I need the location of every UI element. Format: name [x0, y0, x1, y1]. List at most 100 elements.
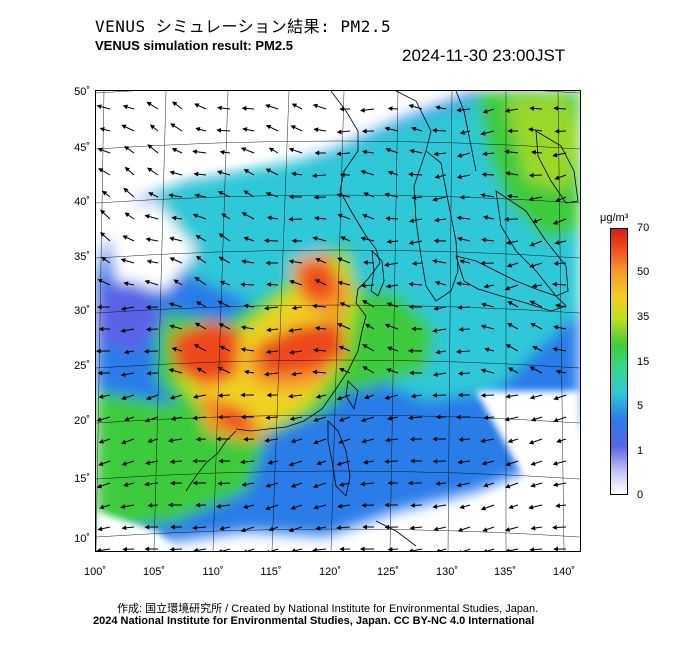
wind-arrow-head: [458, 327, 464, 332]
wind-arrow-head: [555, 369, 561, 375]
wind-arrow-head: [480, 368, 486, 374]
wind-arrow-head: [386, 346, 393, 351]
wind-arrow-head: [384, 323, 390, 329]
wind-arrow-head: [219, 345, 225, 351]
wind-arrow-head: [217, 300, 223, 306]
wind-arrow-head: [240, 147, 247, 152]
wind-arrow-head: [192, 149, 198, 155]
wind-arrow-head: [552, 281, 557, 287]
wind-arrow-head: [457, 459, 463, 465]
wind-arrow-head: [554, 175, 560, 180]
wind-arrow-head: [529, 300, 535, 306]
wind-arrow-head: [484, 347, 490, 352]
wind-arrow-head: [291, 171, 297, 177]
wind-arrow-head: [553, 546, 558, 551]
wind-arrow-head: [173, 279, 179, 285]
wind-arrow-head: [124, 416, 130, 422]
wind-arrow-head: [433, 306, 439, 311]
colorbar-label: 35: [637, 311, 650, 323]
wind-arrow-head: [218, 323, 224, 328]
wind-arrow-head: [195, 235, 201, 240]
wind-arrow: [463, 548, 471, 551]
wind-arrow-head: [146, 395, 152, 400]
credit-line: 作成: 国立環境研究所 / Created by National Instit…: [117, 603, 539, 615]
wind-arrow-head: [196, 367, 202, 373]
wind-arrow-head: [312, 369, 318, 375]
wind-arrow-head: [123, 281, 129, 287]
wind-arrow-head: [241, 212, 247, 217]
wind-arrow-head: [435, 105, 441, 111]
wind-arrow-head: [456, 482, 462, 488]
wind-arrow-head: [244, 549, 247, 551]
wind-arrow-head: [145, 460, 151, 466]
wind-arrow-head: [215, 436, 221, 442]
wind-arrow-head: [291, 103, 298, 108]
wind-arrow-head: [386, 302, 392, 307]
lon-tick-label: 110˚: [202, 566, 224, 578]
wind-arrow-head: [480, 505, 487, 511]
wind-arrow-head: [529, 394, 535, 400]
wind-arrow-head: [96, 483, 102, 489]
wind-arrow-head: [530, 323, 536, 328]
wind-arrow-head: [264, 371, 270, 377]
wind-arrow-head: [432, 328, 438, 333]
wind-arrow-head: [456, 215, 462, 221]
wind-arrow-head: [100, 232, 106, 238]
wind-arrow-head: [340, 236, 346, 241]
wind-arrow-head: [265, 168, 271, 173]
wind-arrow-head: [528, 439, 535, 445]
wind-arrow-head: [193, 344, 200, 349]
wind-arrow-head: [387, 170, 393, 176]
concentration-field-white: [96, 91, 580, 551]
wind-arrow-head: [171, 347, 177, 352]
wind-arrow-head: [217, 393, 223, 398]
wind-arrow-head: [120, 306, 127, 311]
lat-tick-label: 45˚: [74, 142, 90, 154]
wind-arrow-head: [529, 366, 535, 371]
lat-tick-label: 15˚: [74, 473, 90, 485]
wind-arrow-head: [505, 483, 511, 489]
wind-arrow-head: [315, 258, 321, 263]
wind-arrow-head: [120, 372, 126, 377]
wind-arrow-head: [435, 481, 441, 486]
wind-arrow-head: [290, 483, 296, 488]
wind-arrow: [486, 548, 495, 551]
lat-tick-label: 50˚: [74, 86, 90, 98]
wind-arrow-head: [435, 349, 441, 355]
wind-arrow-head: [291, 548, 296, 551]
wind-arrow-head: [96, 104, 102, 110]
wind-arrow-head: [289, 279, 295, 285]
wind-arrow-head: [313, 347, 318, 353]
wind-arrow-head: [408, 240, 414, 246]
wind-arrow-head: [313, 417, 319, 422]
wind-arrow-head: [456, 174, 462, 180]
wind-arrow-head: [170, 524, 175, 530]
wind-arrow-head: [481, 172, 487, 177]
wind-arrow-head: [268, 147, 275, 153]
wind-arrow-head: [552, 482, 559, 487]
wind-arrow-head: [339, 302, 345, 307]
wind-arrow-head: [506, 262, 513, 268]
map-title-english: VENUS simulation result: PM2.5: [95, 38, 293, 53]
wind-arrow-head: [434, 280, 441, 286]
wind-arrow-head: [291, 238, 297, 244]
wind-arrow-head: [505, 240, 511, 245]
wind-arrow-head: [266, 392, 272, 398]
wind-arrow-head: [459, 194, 465, 200]
wind-arrow-head: [336, 151, 342, 157]
wind-arrow-head: [528, 127, 534, 133]
wind-arrow-head: [100, 209, 106, 215]
lat-tick-label: 25˚: [74, 360, 90, 372]
wind-arrow-head: [241, 259, 247, 264]
wind-arrow-head: [337, 503, 343, 509]
wind-arrow-head: [147, 144, 153, 150]
wind-arrow-head: [433, 151, 439, 157]
wind-arrow-head: [359, 546, 365, 551]
wind-arrow-head: [265, 483, 271, 488]
wind-arrow-head: [144, 481, 150, 487]
wind-arrow-head: [240, 527, 246, 533]
lat-tick-label: 30˚: [74, 305, 90, 317]
wind-arrow-head: [434, 174, 440, 179]
wind-arrow-head: [312, 103, 319, 109]
wind-arrow: [221, 548, 231, 551]
